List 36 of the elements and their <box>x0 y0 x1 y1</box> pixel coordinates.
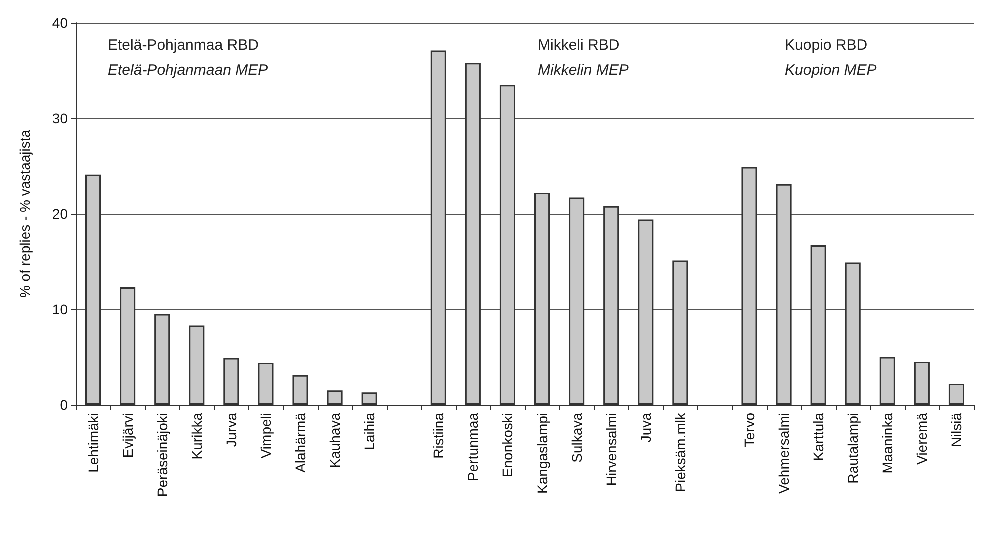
annotation: Kuopio RBD <box>785 37 868 54</box>
x-tick-label: Hirvensalmi <box>603 413 620 486</box>
annotation: Mikkelin MEP <box>538 62 629 79</box>
x-tick-label: Ristiina <box>430 412 447 459</box>
y-axis-title: % of replies - % vastaajista <box>17 130 33 298</box>
x-tick-label: Alahärmä <box>292 412 308 473</box>
x-tick-label: Lehtimäki <box>85 413 102 473</box>
y-tick-label: 40 <box>52 15 68 31</box>
x-tick-label: Maaninka <box>880 412 896 474</box>
x-tick-label: Rautalampi <box>845 413 862 484</box>
annotation: Kuopion MEP <box>785 62 877 79</box>
x-tick-label: Kauhava <box>327 412 344 468</box>
annotation: Etelä-Pohjanmaan MEP <box>108 62 268 79</box>
x-tick-label: Enonkoski <box>500 413 516 478</box>
x-tick-label: Pertunmaa <box>465 412 482 482</box>
annotation: Etelä-Pohjanmaa RBD <box>108 37 260 54</box>
x-tick-label: Vehmersalmi <box>776 413 792 494</box>
x-tick-label: Vieremä <box>914 412 930 465</box>
x-tick-label: Peräseinäjoki <box>154 413 170 498</box>
x-tick-label: Nilsiä <box>948 412 965 448</box>
x-tick-label: Sulkava <box>568 412 585 463</box>
x-tick-label: Evijärvi <box>120 413 136 458</box>
x-tick-label: Kangaslampi <box>534 413 550 494</box>
x-tick-label: Pieksäm.mlk <box>672 412 688 492</box>
x-tick-label: Kurikka <box>188 412 205 460</box>
y-tick-label: 20 <box>52 206 68 222</box>
x-tick-label: Vimpeli <box>258 413 274 459</box>
x-tick-label: Laihia <box>362 412 378 450</box>
x-tick-label: Juva <box>638 412 654 443</box>
x-tick-label: Karttula <box>810 412 827 462</box>
x-tick-label: Tervo <box>742 412 758 448</box>
y-tick-label: 0 <box>60 397 68 413</box>
y-tick-label: 10 <box>52 302 68 318</box>
y-tick-label: 30 <box>52 110 68 126</box>
annotation: Mikkeli RBD <box>538 37 620 54</box>
x-tick-label: Jurva <box>223 412 240 448</box>
